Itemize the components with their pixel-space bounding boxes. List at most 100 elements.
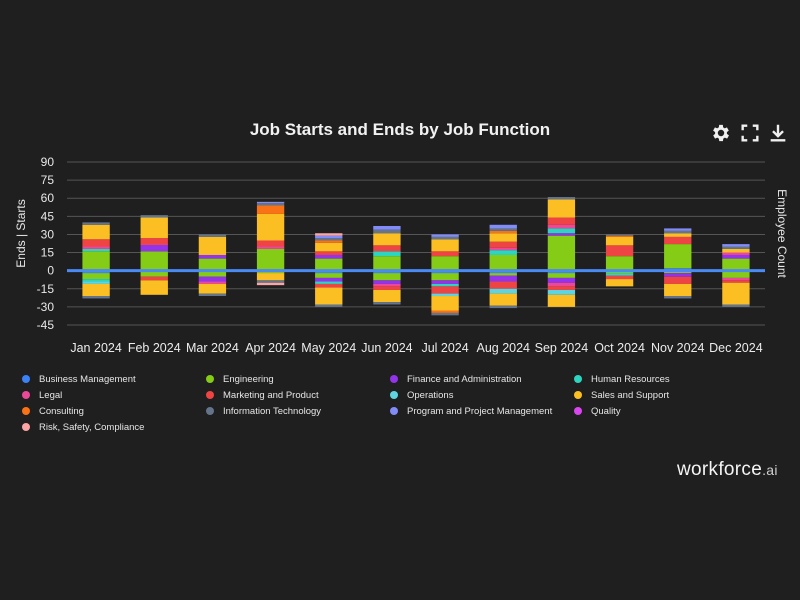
legend-label: Operations xyxy=(407,390,454,401)
legend-item[interactable]: Risk, Safety, Compliance xyxy=(22,422,144,433)
bar-segment xyxy=(198,293,227,297)
x-tick-label: Aug 2024 xyxy=(476,341,530,355)
legend-marker xyxy=(22,423,30,431)
legend-item[interactable]: Human Resources xyxy=(574,374,670,385)
bar-segment xyxy=(605,245,634,257)
legend-item[interactable]: Finance and Administration xyxy=(390,374,522,385)
bar-segment xyxy=(605,273,634,276)
bar-segment xyxy=(198,270,227,277)
bar-segment xyxy=(315,251,343,255)
bar-segment xyxy=(315,233,343,236)
legend-item[interactable]: Program and Project Management xyxy=(390,406,552,417)
legend-item[interactable]: Legal xyxy=(22,390,62,401)
bar-segment xyxy=(140,251,168,271)
bar-segment xyxy=(140,238,168,245)
legend-label: Human Resources xyxy=(591,374,670,385)
y-tick-label: -45 xyxy=(37,318,55,332)
y-tick-label: 0 xyxy=(47,264,54,278)
fullscreen-icon[interactable] xyxy=(739,122,761,144)
legend-label: Consulting xyxy=(39,406,84,417)
bar-segment xyxy=(315,254,343,259)
bar-segment xyxy=(373,225,401,230)
bar-segment xyxy=(315,287,343,305)
bar-segment xyxy=(431,283,459,287)
legend-item[interactable]: Quality xyxy=(574,406,621,417)
legend-label: Legal xyxy=(39,390,63,401)
x-tick-label: Feb 2024 xyxy=(128,341,181,355)
bar-segment xyxy=(547,286,576,290)
x-tick-label: Dec 2024 xyxy=(709,341,763,355)
bar-segment xyxy=(664,233,692,237)
x-tick-label: Jan 2024 xyxy=(70,341,121,355)
bar-segment xyxy=(256,205,285,214)
bar-segment xyxy=(431,296,459,311)
legend-item[interactable]: Information Technology xyxy=(206,406,321,417)
bar-segment xyxy=(373,286,401,290)
bar-segment xyxy=(373,233,401,246)
bar-segment xyxy=(547,199,576,218)
bar-segment xyxy=(315,242,343,252)
bar-segment xyxy=(489,281,517,289)
bar-segment xyxy=(547,282,576,287)
bar-segment xyxy=(256,203,285,206)
legend-label: Information Technology xyxy=(223,406,322,417)
bar-segment xyxy=(256,201,285,204)
bar-segment xyxy=(256,273,285,281)
bar-segment xyxy=(373,229,401,234)
bar-segment xyxy=(664,228,692,231)
legend-marker xyxy=(22,391,30,399)
legend-item[interactable]: Business Management xyxy=(22,374,136,385)
bar-segment xyxy=(489,275,517,282)
legend-marker xyxy=(574,407,582,415)
bar-segment xyxy=(605,275,634,280)
legend-item[interactable]: Operations xyxy=(390,390,453,401)
legend-marker xyxy=(574,375,582,383)
bar-segment xyxy=(722,244,750,247)
bar-segment xyxy=(373,289,401,303)
bar-segment xyxy=(489,241,517,248)
brand-name: workforce xyxy=(677,459,763,480)
chart-title: Job Starts and Ends by Job Function xyxy=(249,120,551,139)
y-tick-label: 30 xyxy=(41,227,55,241)
legend-item[interactable]: Marketing and Product xyxy=(206,390,319,401)
legend-label: Quality xyxy=(591,406,621,417)
bar-segment xyxy=(489,224,517,229)
bar-segment xyxy=(82,296,110,299)
bar-segment xyxy=(664,283,692,297)
y-axis-label: Ends | Starts xyxy=(14,199,28,267)
legend-label: Program and Project Management xyxy=(407,406,553,417)
legend-item[interactable]: Sales and Support xyxy=(574,390,669,401)
bar-segment xyxy=(82,248,110,252)
legend-marker xyxy=(22,407,30,415)
legend-label: Risk, Safety, Compliance xyxy=(39,422,145,433)
bar-segment xyxy=(431,310,459,313)
legend-marker xyxy=(390,391,398,399)
bar-segment xyxy=(256,246,285,249)
x-tick-label: Jun 2024 xyxy=(361,341,412,355)
bar-segment xyxy=(722,270,750,278)
legend-marker xyxy=(206,391,214,399)
legend-item[interactable]: Engineering xyxy=(206,374,274,385)
bar-segment xyxy=(489,273,517,276)
bar-segment xyxy=(664,236,692,245)
legend-marker xyxy=(390,375,398,383)
bar-segment xyxy=(82,239,110,247)
bar-segment xyxy=(140,244,168,246)
bar-segment xyxy=(140,215,168,218)
bar-segment xyxy=(489,247,517,251)
x-tick-label: Oct 2024 xyxy=(594,341,645,355)
legend-item[interactable]: Consulting xyxy=(22,406,84,417)
y-tick-label: 75 xyxy=(41,173,55,187)
settings-gear-icon[interactable] xyxy=(710,122,732,144)
bar-segment xyxy=(431,236,459,240)
bar-segment xyxy=(140,280,168,295)
bar-segment xyxy=(489,230,517,234)
legend-marker xyxy=(206,407,214,415)
bar-segment xyxy=(140,245,168,252)
bar-segment xyxy=(373,245,401,252)
bar-segment xyxy=(82,246,110,249)
bar-segment xyxy=(489,228,517,231)
x-tick-label: Apr 2024 xyxy=(245,341,296,355)
download-icon[interactable] xyxy=(767,122,789,144)
bar-segment xyxy=(198,236,227,255)
